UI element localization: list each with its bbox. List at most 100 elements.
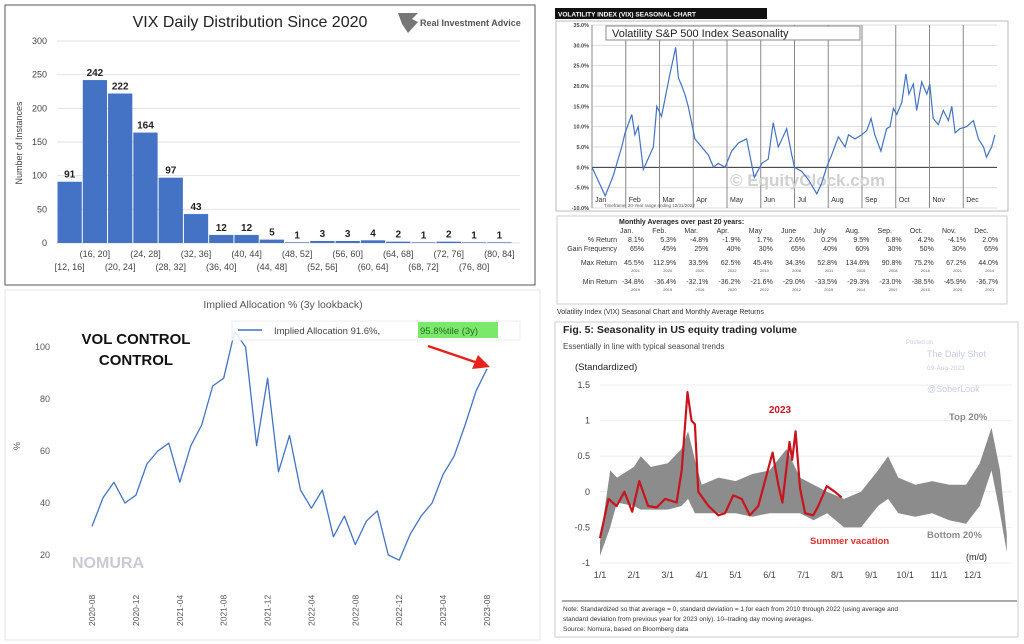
y-tick-label: 15.0%: [573, 104, 589, 110]
chart-frame: [4, 289, 541, 641]
data-label: 1: [471, 230, 477, 241]
table-cell-year: 2020: [728, 287, 738, 292]
x-tick-label: 2021-12: [263, 595, 273, 626]
x-tick-label: May: [730, 197, 744, 204]
y-tick-label: -0.5: [574, 522, 590, 532]
data-label: 2: [446, 230, 452, 241]
table-cell-year: 2020: [953, 287, 963, 292]
column-header: Nov.: [942, 228, 956, 235]
implied-allocation-chart: Implied Allocation % (3y lookback) VOL C…: [4, 289, 541, 641]
watermark-posted: Posted on: [906, 340, 933, 346]
label-bottom-20: Bottom 20%: [927, 530, 982, 541]
vol-control-annotation: VOL CONTROL: [82, 331, 191, 348]
x-tick-label: 3/1: [662, 570, 675, 580]
y-tick-label: 150: [32, 137, 47, 147]
bar: [133, 132, 158, 243]
note-line-1: Note: Standardized so that average = 0, …: [563, 606, 898, 613]
table-cell: 25%: [694, 246, 708, 253]
title-box: [605, 25, 861, 41]
table-cell: -38.5%: [912, 279, 934, 286]
x-tick-label: (16, 20]: [80, 249, 111, 259]
y-tick-label: 0: [585, 487, 590, 497]
x-tick-label: (64, 68]: [383, 249, 414, 259]
table-cell-year: 2015: [856, 268, 866, 273]
y-tick-label: 40: [40, 498, 50, 508]
x-tick-label: (76, 80]: [459, 262, 490, 272]
percentile-band: [600, 427, 1007, 556]
data-label: 3: [345, 229, 351, 240]
data-label: 12: [241, 223, 253, 234]
table-cell: 33.5%: [689, 260, 709, 267]
column-header: Aug.: [845, 228, 859, 235]
x-tick-label: (80, 84]: [484, 249, 515, 259]
bar: [360, 240, 386, 243]
chart-title: Volatility S&P 500 Index Seasonality: [612, 28, 789, 40]
x-tick-label: 8/1: [831, 570, 844, 580]
x-tick-label: (72, 76]: [434, 249, 465, 259]
table-cell-year: 2015: [824, 287, 834, 292]
bar: [386, 241, 411, 243]
y-tick-label: 0.5: [577, 451, 590, 461]
column-header: Feb.: [652, 228, 666, 235]
watermark-source: The Daily Shot: [927, 349, 987, 359]
data-label: 242: [87, 68, 104, 79]
row-label: Gain Frequency: [567, 246, 617, 253]
data-label: 1: [497, 230, 503, 241]
x-tick-label: Aug: [831, 197, 844, 204]
y-tick-label: -10.0%: [572, 206, 590, 212]
x-tick-label: (44, 48]: [257, 262, 288, 272]
table-cell: -34.8%: [622, 279, 644, 286]
x-tick-label: Jan: [595, 197, 606, 204]
table-cell: -29.0%: [783, 279, 805, 286]
table-cell: 90.8%: [882, 260, 902, 267]
x-tick-label: (32, 36]: [181, 249, 212, 259]
table-cell-year: 2010: [760, 268, 770, 273]
y-axis-label: (Standardized): [575, 362, 637, 373]
data-label: 4: [370, 228, 376, 239]
table-cell-year: 2008: [792, 268, 802, 273]
table-cell-year: 2020: [695, 268, 705, 273]
table-cell: -4.1%: [948, 237, 966, 244]
y-tick-label: 50: [37, 204, 47, 214]
table-cell: 8.1%: [628, 237, 644, 244]
y-tick-label: -1: [582, 558, 590, 568]
table-cell-year: 2015: [663, 287, 673, 292]
x-tick-label: [12, 16]: [55, 262, 85, 272]
legend-highlight-text: 95.8%tile (3y): [420, 326, 478, 337]
table-cell: 40%: [823, 246, 837, 253]
table-cell: 30%: [952, 246, 966, 253]
table-cell: 65%: [791, 246, 805, 253]
table-cell-year: 2014: [985, 268, 995, 273]
bar: [108, 93, 133, 244]
bar: [158, 177, 183, 243]
table-cell: 1.7%: [757, 237, 773, 244]
row-label: % Return: [588, 237, 617, 244]
table-cell: 65%: [630, 246, 644, 253]
table-cell: 6.8%: [886, 237, 902, 244]
column-header: Sep.: [878, 228, 892, 235]
x-tick-label: 4/1: [695, 570, 708, 580]
x-tick-label: (68, 72]: [408, 262, 439, 272]
x-tick-label: 2022-04: [306, 595, 316, 626]
footnote: Timeframe: 20-Year range ending 12/31/20…: [604, 203, 695, 208]
y-axis-label: %: [12, 442, 22, 450]
rea-logo: Real Investment Advice: [398, 13, 521, 33]
y-tick-label: 20: [40, 550, 50, 560]
y-tick-label: 100: [35, 342, 50, 352]
x-tick-label: (48, 52]: [282, 249, 313, 259]
bar: [335, 240, 360, 243]
bar: [436, 241, 461, 243]
data-label: 2: [395, 230, 401, 241]
table-cell: 45.4%: [753, 260, 773, 267]
x-tick-label: Dec: [966, 197, 979, 204]
table-cell: -45.9%: [944, 279, 966, 286]
table-cell-year: 2021: [953, 268, 963, 273]
table-cell: -21.6%: [751, 279, 773, 286]
x-tick-label: 10/1: [896, 570, 914, 580]
table-cell-year: 2022: [728, 268, 738, 273]
table-cell: 75.2%: [914, 260, 934, 267]
table-cell: 9.5%: [853, 237, 869, 244]
data-label: 97: [165, 166, 177, 177]
table-cell: 2.0%: [982, 237, 998, 244]
table-cell: 5.3%: [660, 237, 676, 244]
